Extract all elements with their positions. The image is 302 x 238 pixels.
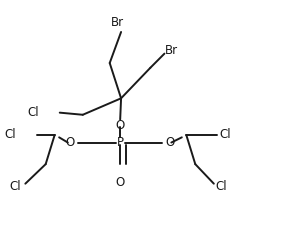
Text: O: O xyxy=(116,119,125,132)
Text: O: O xyxy=(165,136,174,149)
Text: Cl: Cl xyxy=(216,180,227,193)
Text: Br: Br xyxy=(165,44,178,57)
Text: Br: Br xyxy=(111,16,124,29)
Text: Cl: Cl xyxy=(27,106,39,119)
Text: O: O xyxy=(65,136,74,149)
Text: P: P xyxy=(117,136,124,149)
Text: Cl: Cl xyxy=(10,180,21,193)
Text: Cl: Cl xyxy=(220,128,231,141)
Text: O: O xyxy=(116,177,125,189)
Text: Cl: Cl xyxy=(5,128,16,141)
